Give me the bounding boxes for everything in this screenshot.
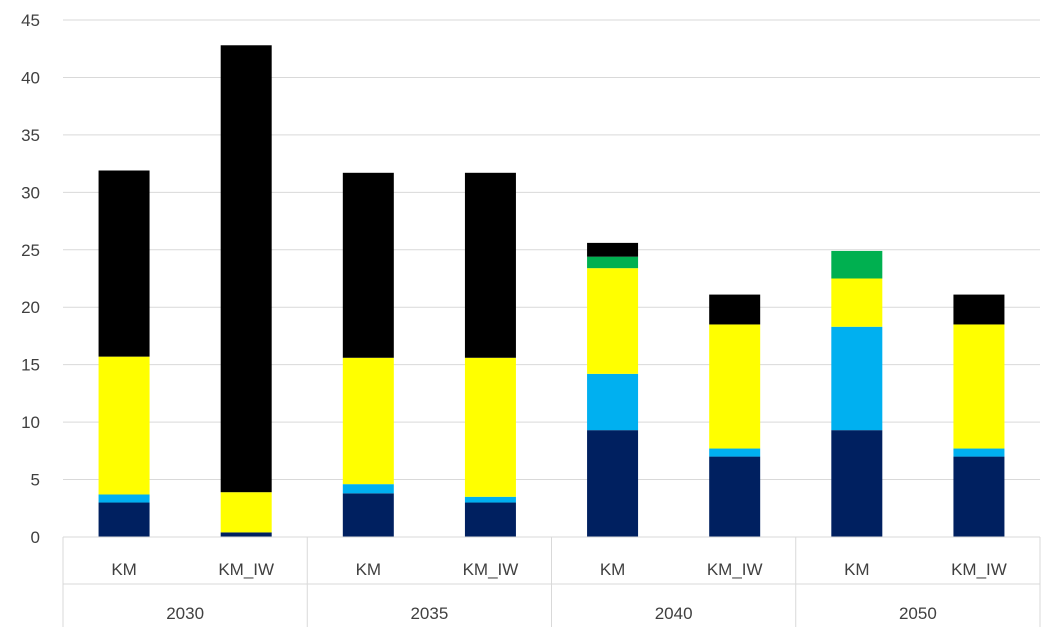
bar-segment (587, 373, 639, 431)
x-category-label: KM_IW (707, 560, 763, 579)
x-category-label: KM_IW (951, 560, 1007, 579)
y-tick-label: 0 (31, 528, 40, 547)
y-tick-label: 5 (31, 471, 40, 490)
x-group-label: 2050 (899, 604, 937, 623)
bar-segment (587, 242, 639, 257)
bar-segment (220, 45, 272, 493)
y-tick-label: 45 (21, 11, 40, 30)
x-group-label: 2030 (166, 604, 204, 623)
bar-segment (831, 326, 883, 431)
bar-segment (98, 356, 150, 495)
y-tick-label: 40 (21, 68, 40, 87)
x-group-label: 2035 (410, 604, 448, 623)
bar-segment (464, 357, 516, 497)
bar-segment (709, 324, 761, 449)
x-group-label: 2040 (655, 604, 693, 623)
y-axis-tick-labels: 0 5 10 15 20 25 30 35 40 45 (21, 11, 40, 547)
bar-segment (953, 456, 1005, 537)
bar-segment (709, 456, 761, 537)
bar-segment (342, 493, 394, 537)
x-category-label: KM (600, 560, 626, 579)
bar-segment (953, 324, 1005, 449)
bar-segment (587, 256, 639, 269)
bar-segment (831, 278, 883, 327)
bar-segment (98, 502, 150, 537)
bar-segment (709, 448, 761, 457)
bars (98, 45, 1005, 537)
y-tick-label: 35 (21, 126, 40, 145)
bar-segment (953, 448, 1005, 457)
bar-segment (98, 494, 150, 503)
bar-segment (831, 250, 883, 279)
bar-segment (464, 172, 516, 358)
x-category-label: KM (111, 560, 137, 579)
y-tick-label: 25 (21, 241, 40, 260)
bar-segment (709, 294, 761, 325)
bar-segment (587, 268, 639, 374)
bar-segment (98, 170, 150, 357)
bar-segment (342, 357, 394, 485)
bar-segment (342, 484, 394, 494)
bar-segment (220, 492, 272, 533)
bar-segment (464, 502, 516, 537)
x-category-label: KM (356, 560, 382, 579)
x-category-label: KM (844, 560, 870, 579)
bar-segment (587, 430, 639, 537)
y-tick-label: 15 (21, 356, 40, 375)
bar-segment (831, 430, 883, 537)
x-axis: KM KM_IW 2030 KM KM_IW 2035 KM KM_IW 2040 KM KM_IW… (62, 536, 1041, 627)
y-tick-label: 30 (21, 183, 40, 202)
x-category-label: KM_IW (218, 560, 274, 579)
bar-segment (342, 172, 394, 358)
bar-segment (220, 532, 272, 537)
y-tick-label: 10 (21, 413, 40, 432)
gridlines (63, 19, 1040, 481)
bar-segment (464, 496, 516, 503)
x-category-label: KM_IW (463, 560, 519, 579)
bar-segment (953, 294, 1005, 325)
y-tick-label: 20 (21, 298, 40, 317)
